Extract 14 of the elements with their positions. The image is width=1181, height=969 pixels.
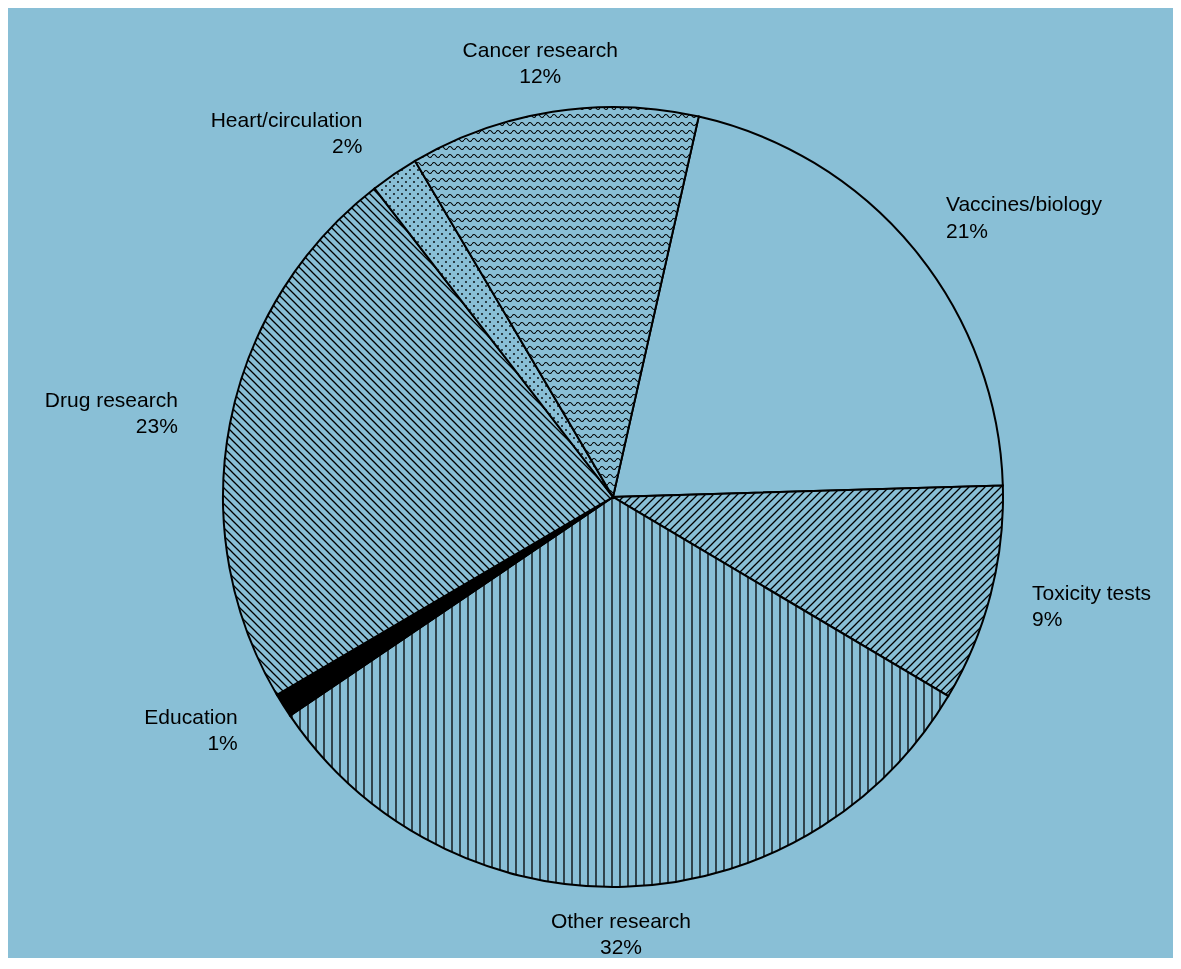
data-label: 1% xyxy=(207,731,238,755)
data-label: 2% xyxy=(332,134,363,158)
slice-label: Drug research xyxy=(44,388,178,412)
slice-label: Education xyxy=(144,704,238,728)
data-label: 21% xyxy=(945,218,988,242)
data-label: 23% xyxy=(135,414,178,438)
slice-label: Cancer research xyxy=(462,38,618,62)
data-label: 12% xyxy=(519,64,562,88)
slice-label: Toxicity tests xyxy=(1032,580,1152,604)
slice-label: Other research xyxy=(550,908,692,932)
data-label: 32% xyxy=(599,934,643,958)
slice-label: Vaccines/biology xyxy=(945,192,1103,216)
data-label: 9% xyxy=(1032,606,1063,630)
slice-label: Heart/circulation xyxy=(210,108,363,132)
